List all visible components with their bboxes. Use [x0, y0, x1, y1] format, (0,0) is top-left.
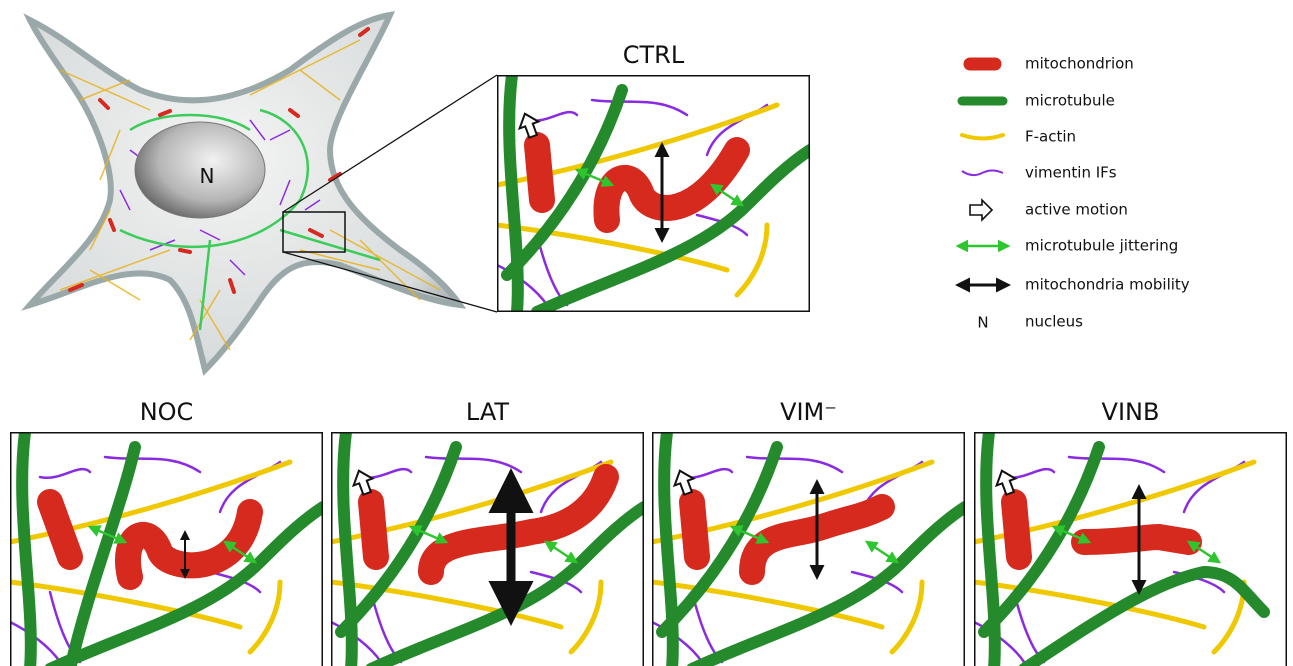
jitter-arrow	[546, 542, 576, 562]
panel-scene	[497, 75, 810, 312]
panel-title: CTRL	[623, 41, 685, 69]
legend-label: microtubule	[1025, 92, 1115, 110]
actin	[892, 582, 922, 652]
panel	[10, 432, 323, 666]
mitochondrion	[50, 502, 250, 577]
nucleus-label: N	[200, 164, 215, 188]
panel-scene	[652, 432, 965, 666]
microtubule	[1024, 572, 1264, 666]
legend-label: mitochondria mobility	[1025, 276, 1190, 294]
panel	[331, 432, 644, 666]
panel-title: LAT	[466, 398, 509, 426]
panel-scene	[10, 432, 323, 666]
cell-illustration: N	[30, 15, 497, 370]
vimentin	[592, 100, 687, 115]
legend-symbol: N	[977, 314, 988, 332]
legend-active	[970, 200, 992, 220]
legend-label: F-actin	[1025, 128, 1076, 146]
panel-scene	[331, 432, 644, 666]
vimentin	[426, 457, 521, 472]
legend-label: vimentin IFs	[1025, 164, 1117, 182]
legend-label: active motion	[1025, 201, 1128, 219]
panel	[974, 432, 1286, 666]
actin	[737, 225, 767, 295]
vimentin	[40, 469, 90, 478]
panel	[652, 432, 965, 666]
legend-label: nucleus	[1025, 313, 1083, 331]
legend-label: mitochondrion	[1025, 55, 1134, 73]
vimentin	[747, 457, 842, 472]
panel	[497, 75, 810, 312]
jitter-arrow	[867, 542, 897, 562]
legend-vimentin	[962, 171, 1003, 176]
panel-title: VIM⁻	[780, 398, 837, 426]
legend-actin	[962, 135, 1003, 139]
vimentin	[105, 457, 200, 472]
panel-title: NOC	[140, 398, 194, 426]
legend-label: microtubule jittering	[1025, 237, 1178, 255]
legend: N	[958, 64, 1008, 332]
panel-title: VINB	[1102, 398, 1160, 426]
actin	[571, 582, 601, 652]
diagram: N N mitochondrion microtubule F-actin vimen…	[0, 0, 1293, 666]
figure: N N mitochondrion microtubule F-actin vimen…	[0, 0, 1293, 666]
panel-scene	[974, 432, 1264, 666]
actin	[250, 582, 280, 652]
vimentin	[1069, 457, 1164, 472]
